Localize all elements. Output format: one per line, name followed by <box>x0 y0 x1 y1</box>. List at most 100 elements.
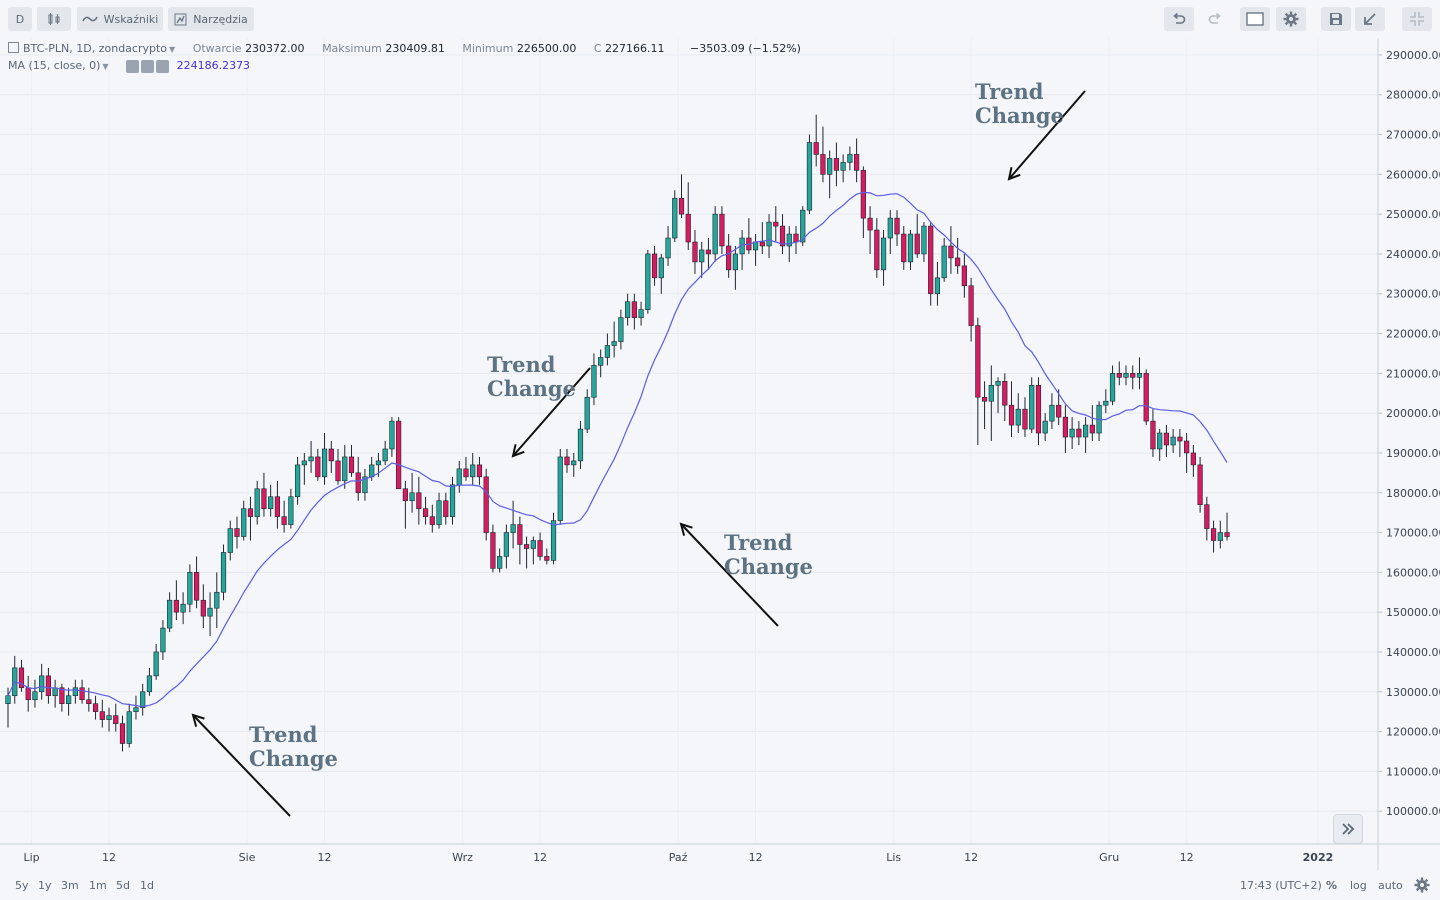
candle-body <box>375 460 382 466</box>
log-toggle[interactable]: log <box>1350 879 1367 892</box>
redo-button[interactable] <box>1200 7 1230 31</box>
price-chart[interactable]: 100000.00 110000.00 120000.00 130000.00 1400… <box>0 38 1440 870</box>
save-button[interactable] <box>1321 7 1351 31</box>
candle-body <box>241 508 247 537</box>
x-tick-label: 12 <box>964 851 978 864</box>
range-3m[interactable]: 3m <box>61 879 79 892</box>
candle-body <box>99 711 105 720</box>
candle-body <box>550 520 557 561</box>
symbol-label[interactable]: BTC-PLN, 1D, zondacrypto <box>23 42 168 55</box>
indicators-label: Wskaźniki <box>103 12 159 26</box>
percent-toggle[interactable]: % <box>1326 879 1338 892</box>
candle-body <box>72 687 78 697</box>
candle-body <box>261 488 267 509</box>
candle-body <box>685 213 691 243</box>
candle-body <box>1109 373 1116 402</box>
candle-body <box>766 221 772 247</box>
open-label: Otwarcie <box>192 42 242 55</box>
ma-visibility-icon[interactable] <box>126 59 140 73</box>
candle-body <box>214 591 220 609</box>
candle-body <box>1210 528 1217 541</box>
trend-arrow-head <box>679 522 693 536</box>
tools-button[interactable]: Narzędzia <box>168 7 254 31</box>
candle-body <box>1103 400 1109 406</box>
ma-label[interactable]: MA (15, close, 0) <box>8 59 101 72</box>
candle-body <box>638 309 644 318</box>
timezone-label[interactable]: 17:43 (UTC+2) <box>1240 879 1322 892</box>
y-tick-label: 200000.00 <box>1386 407 1440 420</box>
arrow-button[interactable] <box>1355 7 1385 31</box>
scroll-to-realtime-button[interactable] <box>1333 814 1363 844</box>
collapse-icon <box>1410 12 1424 26</box>
open-value: 230372.00 <box>245 42 305 55</box>
candle-body <box>517 524 523 545</box>
chart-settings-gear-icon[interactable] <box>1414 877 1430 893</box>
y-tick-label: 240000.00 <box>1386 248 1440 261</box>
candle-body <box>79 687 85 701</box>
range-5d[interactable]: 5d <box>116 879 130 892</box>
auto-toggle[interactable]: auto <box>1378 879 1403 892</box>
candle-body <box>497 556 503 569</box>
candle-body <box>699 249 705 263</box>
candle-body <box>1123 373 1129 378</box>
redo-icon <box>1208 12 1221 24</box>
candle-body <box>92 703 99 712</box>
candle-body <box>18 667 25 689</box>
candle-body <box>544 556 550 561</box>
bar-type-button[interactable] <box>37 7 71 31</box>
candle-body <box>988 384 994 402</box>
y-tick-label: 220000.00 <box>1386 328 1440 341</box>
candle-body <box>32 691 38 701</box>
candle-body <box>820 154 826 175</box>
indicators-icon <box>81 16 98 22</box>
collapse-button[interactable] <box>1402 7 1432 31</box>
collapse-legend-icon[interactable] <box>8 42 19 53</box>
candle-body <box>220 552 227 593</box>
range-5y[interactable]: 5y <box>15 879 29 892</box>
y-tick-label: 230000.00 <box>1386 288 1440 301</box>
trend-arrow-line <box>192 714 291 817</box>
undo-button[interactable] <box>1164 7 1194 31</box>
y-tick-label: 160000.00 <box>1386 566 1440 579</box>
candle-body <box>119 723 126 744</box>
ma-remove-icon[interactable] <box>156 59 170 73</box>
candle-body <box>274 496 281 517</box>
interval-button[interactable]: D <box>8 7 32 31</box>
candle-body <box>537 540 543 557</box>
ma-chevron-down-icon[interactable]: ▼ <box>102 62 109 71</box>
candle-body <box>705 249 712 255</box>
legend-ohlc: BTC-PLN, 1D, zondacrypto ▼ Otwarcie 23037… <box>8 42 801 55</box>
ma-settings-icon[interactable] <box>141 59 155 73</box>
settings-button[interactable] <box>1276 7 1306 31</box>
candle-body <box>591 365 597 398</box>
candle-body <box>1089 424 1095 434</box>
x-tick-label: Gru <box>1099 851 1119 864</box>
chevron-down-icon[interactable]: ▼ <box>169 45 176 54</box>
candle-body <box>907 233 914 263</box>
candle-body <box>470 464 476 478</box>
candle-body <box>645 253 651 310</box>
candle-body <box>335 460 341 482</box>
candle-body <box>665 237 671 259</box>
x-tick-label: Paź <box>669 851 688 864</box>
layout-button[interactable] <box>1240 7 1270 31</box>
candle-body <box>800 209 806 243</box>
candle-body <box>928 225 934 295</box>
range-1m[interactable]: 1m <box>89 879 107 892</box>
trend-arrow-line <box>680 523 779 627</box>
indicators-button[interactable]: Wskaźniki <box>77 7 163 31</box>
candle-body <box>463 468 469 478</box>
y-tick-label: 140000.00 <box>1386 646 1440 659</box>
candle-body <box>1076 428 1082 438</box>
candle-body <box>692 241 698 263</box>
candle-body <box>436 500 442 525</box>
candle-body <box>1062 416 1068 438</box>
x-tick-label: Sie <box>239 851 256 864</box>
candle-body <box>827 158 833 175</box>
candle-body <box>1083 424 1089 438</box>
range-1y[interactable]: 1y <box>38 879 52 892</box>
candle-body <box>301 460 307 466</box>
y-tick-label: 280000.00 <box>1386 89 1440 102</box>
range-1d[interactable]: 1d <box>140 879 154 892</box>
trend-arrow-line <box>1008 90 1086 180</box>
